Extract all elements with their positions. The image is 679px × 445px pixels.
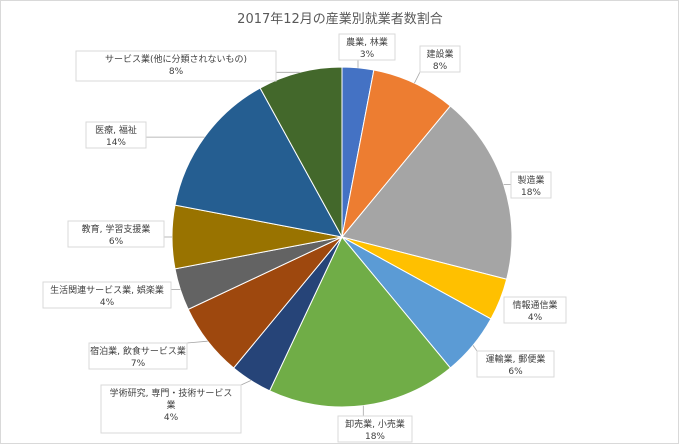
- chart-title: 2017年12月の産業別就業者数割合: [237, 11, 443, 27]
- data-label-box: [476, 350, 555, 378]
- data-label-category: 製造業: [517, 174, 544, 186]
- data-label-category: 運輸業, 郵便業: [486, 353, 546, 365]
- leader-line: [414, 71, 421, 84]
- data-label-box: [503, 296, 567, 324]
- data-label-percent: 7%: [131, 359, 146, 369]
- data-label-category: 医療, 福祉: [95, 124, 137, 136]
- data-label-percent: 18%: [365, 432, 385, 442]
- data-label-box: [338, 33, 396, 61]
- data-label-percent: 4%: [164, 413, 179, 423]
- pie-slice: [341, 105, 513, 280]
- data-label-percent: 18%: [521, 188, 541, 198]
- data-label-category: 建設業: [426, 48, 453, 60]
- data-label-category: 農業, 林業: [346, 36, 388, 48]
- pie-slices: [171, 66, 513, 408]
- pie-slice: [268, 236, 452, 408]
- data-labels: 農業, 林業 3% 建設業 8% 製造業 18% 情報通信業 4% 運輸業, 郵便業 6% 卸売業,…: [42, 33, 567, 443]
- data-label-category: 学術研究, 専門・技術サービス: [110, 387, 233, 399]
- data-label-box: [75, 50, 277, 82]
- data-label-box: [510, 171, 552, 199]
- data-label-box: [100, 384, 242, 434]
- data-label-category: 生活関連サービス業, 娯楽業: [50, 284, 164, 296]
- data-label-percent: 8%: [169, 67, 184, 77]
- data-label-box: [419, 45, 461, 73]
- data-label-box: [337, 415, 413, 443]
- data-label-category: 情報通信業: [512, 299, 557, 311]
- leader-line: [472, 345, 478, 352]
- data-label-percent: 8%: [433, 62, 448, 72]
- data-label-percent: 4%: [100, 298, 115, 308]
- data-label-percent: 14%: [106, 138, 126, 148]
- data-label-category: 宿泊業, 飲食サービス業: [90, 345, 186, 357]
- data-label-box: [42, 281, 172, 309]
- data-label-category: 卸売業, 小売業: [345, 418, 405, 430]
- data-label-percent: 6%: [508, 367, 523, 377]
- leader-lines: [146, 60, 511, 416]
- data-label-box: [67, 220, 165, 248]
- data-label-box: [85, 121, 147, 149]
- leader-line: [240, 380, 252, 386]
- data-label-box: [88, 342, 188, 370]
- data-label-category: 業: [166, 399, 175, 411]
- data-label-category: サービス業(他に分類されないもの): [105, 53, 247, 65]
- data-label-percent: 4%: [528, 313, 543, 323]
- data-label-category: 教育, 学習支援業: [82, 223, 151, 235]
- leader-line: [186, 340, 208, 344]
- data-label-percent: 3%: [360, 50, 375, 60]
- data-label-percent: 6%: [109, 237, 124, 247]
- pie-slice: [259, 66, 343, 238]
